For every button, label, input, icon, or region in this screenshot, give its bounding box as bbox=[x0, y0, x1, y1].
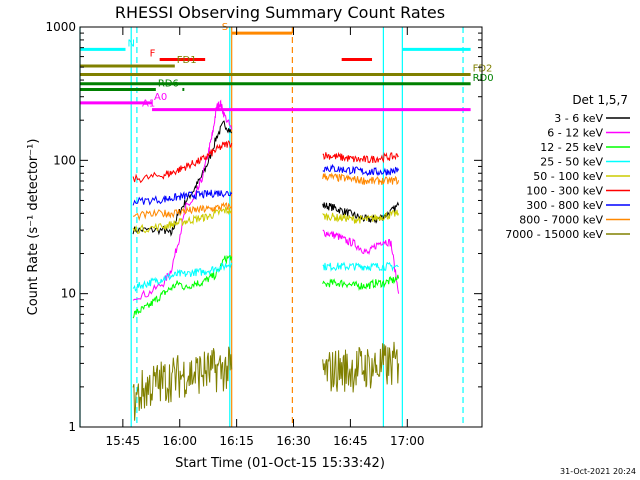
x-tick-label-4: 16:45 bbox=[333, 434, 368, 448]
y-tick-label-3: 1000 bbox=[45, 20, 76, 34]
x-axis-ticks: 15:45 16:00 16:15 16:30 16:45 17:00 bbox=[106, 27, 425, 448]
x-tick-label-5: 17:00 bbox=[390, 434, 425, 448]
flag-label-a1: A1 bbox=[142, 99, 155, 110]
timestamp: 31-Oct-2021 20:24 bbox=[560, 467, 636, 476]
legend-label-2: 12 - 25 keV bbox=[540, 141, 603, 154]
vertical-markers bbox=[79, 27, 464, 427]
series-line-7000-15000-kev-1 bbox=[322, 341, 400, 393]
legend-label-0: 3 - 6 keV bbox=[554, 112, 603, 125]
y-tick-label-0: 1 bbox=[68, 420, 76, 434]
x-axis-label: Start Time (01-Oct-15 15:33:42) bbox=[175, 456, 385, 471]
y-axis-ticks: 1 10 100 1000 bbox=[45, 20, 482, 434]
series-line-300-800-kev-1 bbox=[322, 163, 400, 177]
flag-label-s: S bbox=[222, 22, 228, 33]
legend-label-4: 50 - 100 keV bbox=[533, 170, 603, 183]
series-line-25-50-kev-0 bbox=[132, 262, 233, 292]
series-line-6-12-kev-1 bbox=[322, 229, 400, 294]
legend-label-1: 6 - 12 keV bbox=[547, 127, 603, 140]
series-line-12-25-kev-1 bbox=[322, 274, 400, 292]
series-line-100-300-kev-0 bbox=[132, 140, 233, 184]
series-line-50-100-kev-0 bbox=[132, 206, 233, 235]
y-axis-label: Count Rate (s⁻¹ detector⁻¹) bbox=[26, 139, 41, 316]
legend-label-6: 300 - 800 keV bbox=[526, 199, 603, 212]
x-tick-label-2: 16:15 bbox=[219, 434, 254, 448]
flag-label-fd2: FD2 bbox=[473, 64, 493, 75]
chart-title: RHESSI Observing Summary Count Rates bbox=[115, 3, 445, 22]
legend-label-8: 7000 - 15000 keV bbox=[505, 228, 603, 241]
legend-label-7: 800 - 7000 keV bbox=[519, 214, 603, 227]
series-line-3-6-kev-0 bbox=[132, 120, 233, 237]
x-tick-label-0: 15:45 bbox=[106, 434, 141, 448]
series-line-7000-15000-kev-0 bbox=[132, 346, 233, 421]
series-line-800-7000-kev-1 bbox=[322, 172, 400, 186]
series-line-300-800-kev-0 bbox=[132, 189, 233, 206]
flag-label-f: F bbox=[150, 49, 156, 60]
x-tick-label-3: 16:30 bbox=[276, 434, 311, 448]
flag-label-n: N bbox=[128, 38, 135, 49]
flag-label-rd0: RD0 bbox=[473, 73, 494, 84]
legend-label-3: 25 - 50 keV bbox=[540, 156, 603, 169]
series-line-800-7000-kev-0 bbox=[132, 201, 233, 222]
series-line-12-25-kev-0 bbox=[132, 254, 233, 319]
plot-frame bbox=[79, 26, 483, 428]
y-tick-label-2: 100 bbox=[53, 153, 76, 167]
series-lines bbox=[132, 99, 400, 421]
x-tick-label-1: 16:00 bbox=[162, 434, 197, 448]
series-line-25-50-kev-1 bbox=[322, 261, 399, 272]
y-tick-label-1: 10 bbox=[61, 287, 76, 301]
series-line-100-300-kev-1 bbox=[322, 151, 399, 164]
legend-label-5: 100 - 300 keV bbox=[526, 185, 603, 198]
flag-label-rd6: RD6 bbox=[158, 78, 179, 89]
legend-title: Det 1,5,7 bbox=[572, 93, 628, 107]
flag-label-a0: A0 bbox=[154, 92, 167, 103]
flag-label-fd1: FD1 bbox=[177, 55, 197, 66]
series-line-50-100-kev-1 bbox=[322, 209, 400, 224]
